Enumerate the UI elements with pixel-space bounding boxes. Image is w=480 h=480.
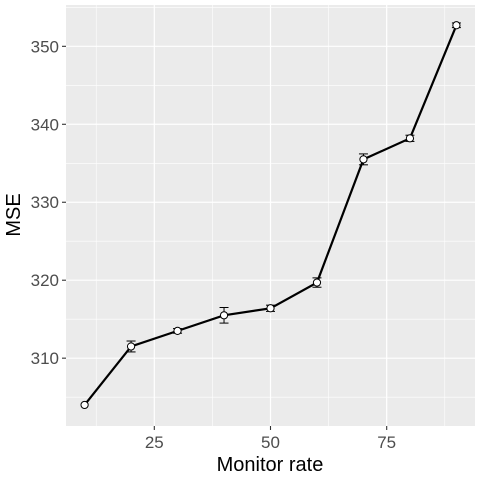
data-point	[452, 21, 461, 30]
data-point	[173, 326, 182, 335]
x-axis-title: Monitor rate	[217, 454, 324, 476]
data-point	[219, 311, 229, 320]
y-tick-label: 310	[31, 349, 59, 368]
data-point	[266, 304, 275, 313]
data-point	[126, 342, 136, 351]
y-tick-label: 340	[31, 115, 59, 134]
x-tick-label: 25	[145, 433, 164, 452]
x-tick-label: 75	[377, 433, 396, 452]
grid-major	[66, 5, 475, 426]
data-points	[80, 21, 461, 410]
y-tick-label: 350	[31, 37, 59, 56]
data-point	[405, 134, 415, 143]
data-point	[359, 155, 368, 164]
y-tick-label: 320	[31, 271, 59, 290]
y-axis-ticks: 310 320 330 340 350	[31, 37, 66, 368]
y-axis-title: MSE	[3, 193, 25, 236]
x-axis-ticks: 25 50 75	[145, 426, 396, 452]
data-point	[80, 400, 89, 410]
y-tick-label: 330	[31, 193, 59, 212]
data-point	[312, 278, 322, 287]
x-tick-label: 50	[261, 433, 280, 452]
